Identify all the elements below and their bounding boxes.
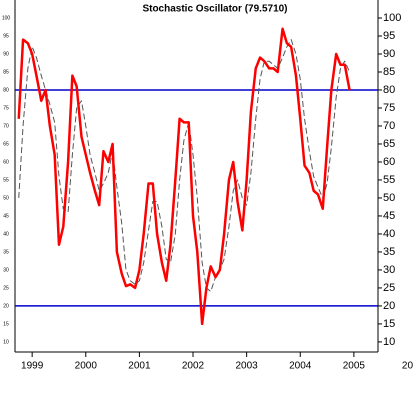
x-tick-label: 1999 bbox=[21, 361, 44, 372]
x-tick-label: 20 bbox=[402, 361, 414, 372]
y-tick-label: 30 bbox=[383, 264, 395, 276]
y-tick-label: 70 bbox=[383, 120, 395, 132]
y-tick-label-left: 15 bbox=[3, 321, 9, 327]
y-tick-label-left: 80 bbox=[3, 87, 9, 93]
y-tick-label-left: 100 bbox=[2, 15, 11, 21]
signal-line bbox=[18, 39, 351, 293]
y-tick-label-left: 35 bbox=[3, 249, 9, 255]
y-tick-label-left: 25 bbox=[3, 285, 9, 291]
y-tick-label-left: 10 bbox=[3, 339, 9, 345]
y-tick-label: 50 bbox=[383, 192, 395, 204]
x-tick-label: 2005 bbox=[343, 361, 366, 372]
y-tick-label-left: 20 bbox=[3, 303, 9, 309]
y-tick-label: 25 bbox=[383, 282, 395, 294]
y-tick-label-left: 65 bbox=[3, 141, 9, 147]
y-tick-label: 95 bbox=[383, 30, 395, 42]
y-tick-label: 55 bbox=[383, 174, 395, 186]
y-tick-label: 20 bbox=[383, 300, 395, 312]
y-tick-label-left: 75 bbox=[3, 105, 9, 111]
y-tick-label-left: 30 bbox=[3, 267, 9, 273]
chart-title: Stochastic Oscillator (79.5710) bbox=[142, 4, 287, 15]
y-tick-label: 10 bbox=[383, 336, 395, 348]
y-tick-label: 60 bbox=[383, 156, 395, 168]
x-tick-label: 2003 bbox=[236, 361, 259, 372]
y-tick-label: 35 bbox=[383, 246, 395, 258]
oscillator-line bbox=[17, 27, 351, 326]
y-tick-label: 100 bbox=[383, 12, 401, 24]
y-tick-label-left: 60 bbox=[3, 159, 9, 165]
y-tick-label: 40 bbox=[383, 228, 395, 240]
y-tick-label: 80 bbox=[383, 84, 395, 96]
y-tick-label: 45 bbox=[383, 210, 395, 222]
y-tick-label-left: 95 bbox=[3, 33, 9, 39]
y-tick-label-left: 90 bbox=[3, 51, 9, 57]
y-tick-label: 90 bbox=[383, 48, 395, 60]
y-tick-label-left: 45 bbox=[3, 213, 9, 219]
y-tick-label: 75 bbox=[383, 102, 395, 114]
y-tick-label-left: 40 bbox=[3, 231, 9, 237]
y-tick-label-left: 70 bbox=[3, 123, 9, 129]
y-tick-label-left: 55 bbox=[3, 177, 9, 183]
x-tick-label: 2004 bbox=[289, 361, 312, 372]
x-tick-label: 2002 bbox=[182, 361, 205, 372]
y-tick-label: 65 bbox=[383, 138, 395, 150]
y-tick-label: 15 bbox=[383, 318, 395, 330]
x-tick-label: 2000 bbox=[75, 361, 98, 372]
y-tick-label-left: 50 bbox=[3, 195, 9, 201]
y-tick-label: 85 bbox=[383, 66, 395, 78]
y-tick-label-left: 85 bbox=[3, 69, 9, 75]
x-tick-label: 2001 bbox=[128, 361, 151, 372]
